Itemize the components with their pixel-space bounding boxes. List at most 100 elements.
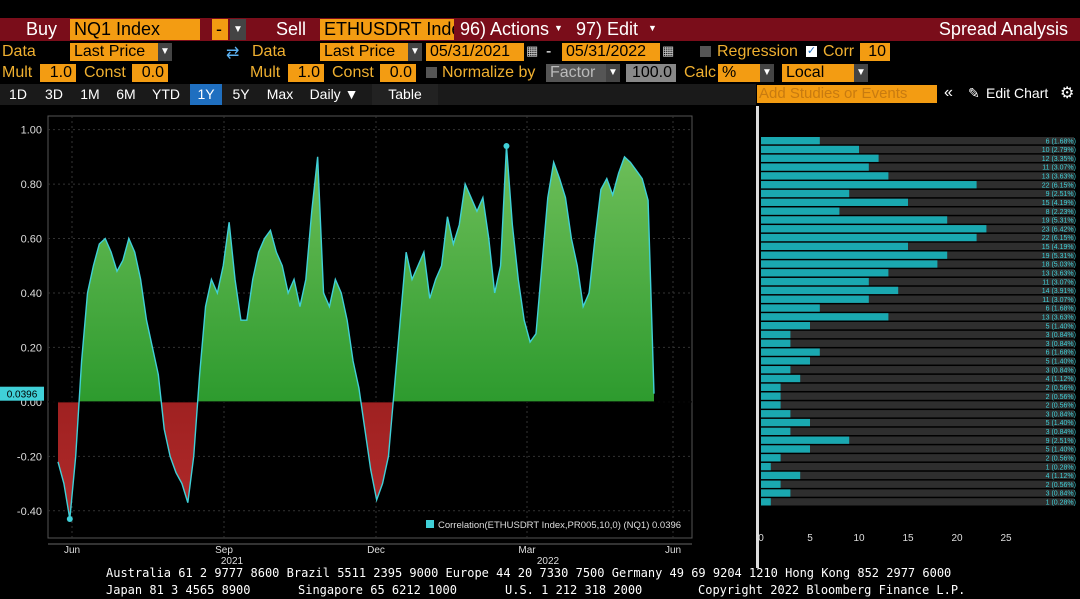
period-toolbar: 1D 3D 1M 6M YTD 1Y 5Y Max Daily ▼ Table [0, 84, 756, 105]
max-point [503, 142, 510, 149]
hist-bar [761, 454, 781, 462]
period-tab-1m[interactable]: 1M [80, 86, 100, 102]
hist-row-bg [761, 163, 1074, 171]
sell-ticker-input[interactable]: ETHUSDRT Index [320, 19, 454, 40]
hist-bar-label: 6 (1.68%) [1046, 306, 1076, 313]
hist-bar-label: 5 (1.40%) [1046, 420, 1076, 427]
hist-bar [761, 383, 781, 391]
normalize-select[interactable]: Factor [546, 64, 606, 82]
period-tab-1y[interactable]: 1Y [190, 84, 222, 105]
price-left-select[interactable]: Last Price [70, 43, 158, 61]
x-tick-label: Dec [367, 545, 385, 556]
calc-select[interactable]: % [718, 64, 760, 82]
minus-button[interactable]: - [212, 19, 228, 40]
chevron-down-icon[interactable]: ▼ [158, 43, 172, 61]
hist-bar [761, 410, 791, 418]
hist-bar [761, 339, 791, 347]
hist-bar [761, 154, 879, 162]
hist-bar [761, 480, 781, 488]
collapse-icon[interactable]: « [944, 84, 953, 101]
buy-ticker-input[interactable]: NQ1 Index [70, 19, 200, 40]
swap-icon[interactable]: ⇄ [226, 45, 240, 62]
hist-bar-label: 4 (1.12%) [1046, 473, 1076, 480]
buy-label: Buy [26, 19, 58, 39]
const-left-input[interactable]: 0.0 [132, 64, 168, 82]
hist-bar-label: 8 (2.23%) [1046, 209, 1076, 216]
hist-bar [761, 207, 840, 215]
hist-bar-label: 2 (0.56%) [1046, 482, 1076, 489]
corr-checkbox[interactable]: ✓ [806, 45, 817, 57]
x-tick-label: Sep [215, 545, 233, 556]
data-row: Data Last Price ▼ ⇄ Data Last Price ▼ 05… [0, 43, 1080, 62]
footer-copyright: Copyright 2022 Bloomberg Finance L.P. [698, 583, 966, 597]
hist-bar-label: 3 (0.84%) [1046, 411, 1076, 418]
period-tab-3d[interactable]: 3D [45, 86, 63, 102]
hist-bar-label: 3 (0.84%) [1046, 429, 1076, 436]
actions-menu[interactable]: 96) Actions [460, 19, 550, 39]
hist-bar-label: 2 (0.56%) [1046, 403, 1076, 410]
mult-right-input[interactable]: 1.0 [288, 64, 324, 82]
const-label-right: Const [332, 64, 374, 81]
date-to-input[interactable]: 05/31/2022 [562, 43, 660, 61]
frequency-select[interactable]: Daily ▼ [309, 86, 359, 102]
chevron-down-icon[interactable]: ▼ [230, 19, 246, 40]
period-tab-6m[interactable]: 6M [116, 86, 136, 102]
chevron-down-icon[interactable]: ▼ [854, 64, 868, 82]
hist-bar [761, 295, 869, 303]
period-tab-max[interactable]: Max [266, 86, 294, 102]
mult-left-input[interactable]: 1.0 [40, 64, 76, 82]
hist-row-bg [761, 454, 1074, 462]
regression-checkbox[interactable] [700, 46, 711, 57]
calendar-icon[interactable]: ▦ [662, 43, 675, 58]
period-tab-ytd[interactable]: YTD [152, 86, 180, 102]
hist-bar [761, 172, 889, 180]
hist-bar-label: 14 (3.91%) [1042, 288, 1076, 295]
edit-chart-button[interactable]: Edit Chart [986, 85, 1049, 101]
regression-label: Regression [717, 43, 798, 60]
hist-bar-label: 23 (6.42%) [1042, 226, 1076, 233]
hist-bar [761, 366, 791, 374]
date-dash: - [546, 43, 552, 60]
chevron-down-icon[interactable]: ▼ [606, 64, 620, 82]
local-select[interactable]: Local [782, 64, 854, 82]
hist-row-bg [761, 436, 1074, 444]
hist-row-bg [761, 410, 1074, 418]
hist-x-tick-label: 10 [853, 533, 865, 544]
hist-bar-label: 22 (6.15%) [1042, 182, 1076, 189]
table-button[interactable]: Table [372, 84, 438, 105]
hist-bar [761, 242, 908, 251]
period-tab-1d[interactable]: 1D [9, 86, 27, 102]
date-from-input[interactable]: 05/31/2021 [426, 43, 524, 61]
mult-label-right: Mult [250, 64, 281, 81]
hist-bar-label: 6 (1.68%) [1046, 350, 1076, 357]
const-right-input[interactable]: 0.0 [380, 64, 416, 82]
chevron-down-icon[interactable]: ▼ [408, 43, 422, 61]
hist-row-bg [761, 471, 1074, 480]
hist-bar-label: 5 (1.40%) [1046, 323, 1076, 330]
period-tab-5y[interactable]: 5Y [232, 86, 250, 102]
footer-japan: Japan 81 3 4565 8900 [106, 583, 251, 597]
page-title: Spread Analysis [938, 19, 1068, 39]
x-tick-label: Jun [665, 545, 681, 556]
normalize-value-input[interactable]: 100.0 [626, 64, 676, 82]
hist-bar-label: 22 (6.15%) [1042, 235, 1076, 242]
hist-row-bg [761, 401, 1074, 409]
normalize-checkbox[interactable] [426, 67, 437, 78]
gear-icon[interactable]: ⚙ [1060, 85, 1075, 102]
studies-input[interactable]: Add Studies or Events [757, 85, 937, 103]
hist-row-bg [761, 427, 1074, 436]
corr-period-input[interactable]: 10 [860, 43, 890, 61]
calendar-icon[interactable]: ▦ [526, 43, 539, 58]
pencil-icon[interactable]: ✎ [968, 85, 980, 101]
hist-bar [761, 436, 850, 444]
hist-bar [761, 322, 810, 330]
hist-row-bg [761, 357, 1074, 365]
hist-bar-label: 3 (0.84%) [1046, 367, 1076, 374]
hist-row-bg [761, 489, 1074, 497]
hist-row-bg [761, 322, 1074, 330]
edit-menu[interactable]: 97) Edit [576, 19, 639, 39]
price-right-select[interactable]: Last Price [320, 43, 408, 61]
year-label: 2022 [537, 556, 560, 567]
chevron-down-icon[interactable]: ▼ [760, 64, 774, 82]
footer-singapore: Singapore 65 6212 1000 [298, 583, 457, 597]
